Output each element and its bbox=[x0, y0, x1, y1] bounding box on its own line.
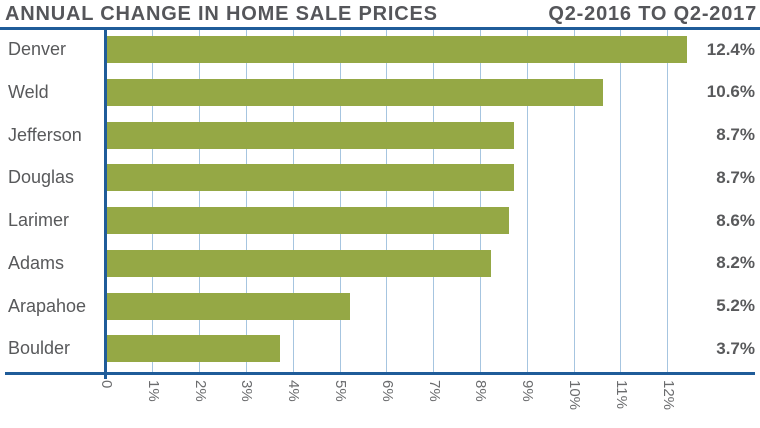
value-label: 12.4% bbox=[706, 39, 755, 59]
header-divider bbox=[0, 27, 760, 30]
category-label: Weld bbox=[8, 81, 49, 102]
bar bbox=[107, 164, 515, 192]
x-tick-label: 6% bbox=[378, 380, 396, 402]
x-tick-label: 7% bbox=[425, 380, 443, 402]
chart-period: Q2-2016 TO Q2-2017 bbox=[548, 3, 757, 25]
bar bbox=[107, 36, 688, 63]
value-label: 8.6% bbox=[716, 210, 755, 230]
x-axis-line bbox=[5, 372, 755, 375]
category-label: Boulder bbox=[8, 338, 71, 359]
x-tick-label: 1% bbox=[144, 380, 162, 402]
value-label: 8.7% bbox=[716, 125, 755, 144]
bar bbox=[107, 121, 515, 149]
value-label: 8.2% bbox=[716, 253, 755, 273]
x-tick-label: 2% bbox=[191, 380, 209, 402]
chart-header: ANNUAL CHANGE IN HOME SALE PRICES Q2-201… bbox=[5, 2, 757, 27]
x-tick-label: 9% bbox=[519, 380, 537, 402]
x-tick-label: 10% bbox=[566, 380, 583, 411]
value-label: 5.2% bbox=[716, 296, 755, 315]
gridline bbox=[152, 30, 154, 372]
y-axis-line bbox=[104, 30, 107, 379]
x-tick-label: 0 bbox=[98, 380, 115, 389]
gridline bbox=[386, 30, 388, 372]
gridline bbox=[479, 30, 481, 372]
bar bbox=[107, 292, 351, 320]
gridline bbox=[199, 30, 201, 372]
gridline bbox=[292, 30, 294, 372]
category-label: Arapahoe bbox=[8, 295, 87, 316]
x-tick-label: 11% bbox=[612, 380, 630, 409]
value-label: 10.6% bbox=[706, 82, 755, 102]
bar bbox=[107, 249, 491, 277]
gridline bbox=[245, 30, 247, 372]
category-label: Larimer bbox=[8, 210, 70, 230]
bar bbox=[107, 78, 604, 106]
bar bbox=[107, 207, 510, 234]
x-tick-label: 12% bbox=[659, 380, 677, 411]
gridline bbox=[573, 30, 575, 372]
x-tick-label: 8% bbox=[472, 380, 490, 402]
category-label: Adams bbox=[8, 252, 65, 273]
gridline bbox=[433, 30, 435, 372]
value-label: 3.7% bbox=[716, 338, 755, 358]
value-label: 8.7% bbox=[716, 167, 755, 187]
category-label: Jefferson bbox=[8, 124, 82, 145]
bar bbox=[107, 335, 281, 363]
category-label: Denver bbox=[8, 39, 67, 59]
x-tick-label: 5% bbox=[332, 380, 349, 402]
gridline bbox=[339, 30, 341, 372]
x-tick-label: 4% bbox=[285, 380, 303, 402]
gridline bbox=[667, 30, 669, 372]
x-tick-label: 3% bbox=[238, 380, 256, 402]
gridline bbox=[620, 30, 622, 372]
gridline bbox=[526, 30, 528, 372]
chart-title: ANNUAL CHANGE IN HOME SALE PRICES bbox=[5, 3, 438, 25]
category-label: Douglas bbox=[8, 167, 75, 188]
